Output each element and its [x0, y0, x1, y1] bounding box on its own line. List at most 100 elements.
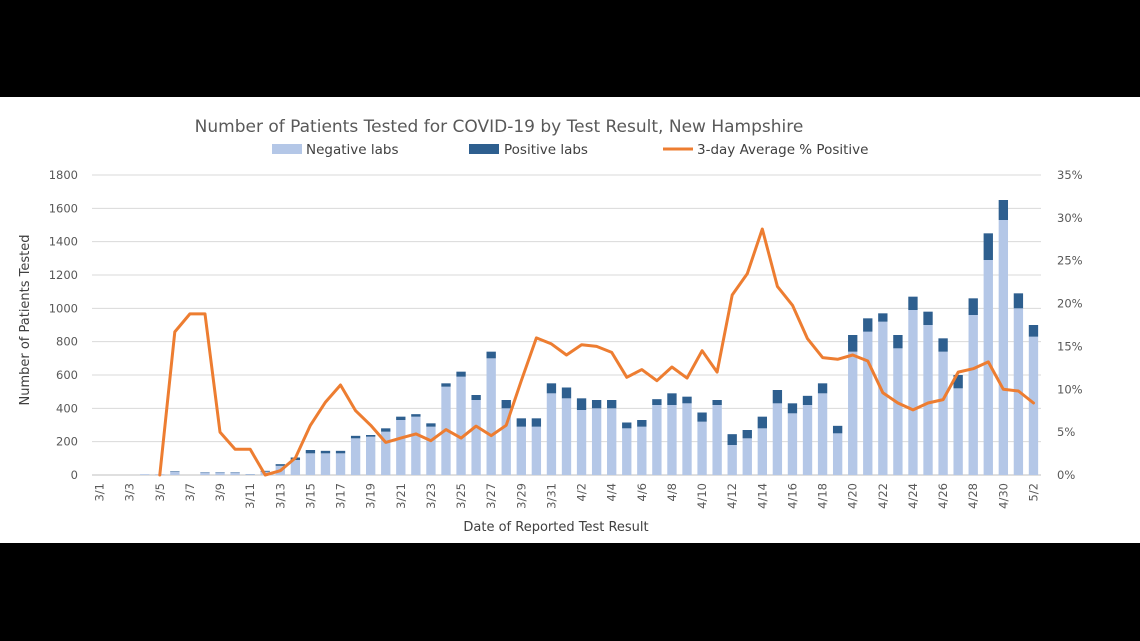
x-tick-label: 3/23: [424, 483, 438, 509]
bar-positive: [561, 387, 572, 399]
bar-negative: [622, 428, 632, 475]
x-tick-label: 3/1: [93, 483, 107, 502]
bar-positive: [411, 414, 421, 417]
bar-positive: [1013, 293, 1024, 309]
bar-negative: [576, 410, 587, 475]
bar-negative: [546, 393, 557, 475]
bar-positive: [953, 375, 963, 389]
bar-positive: [652, 399, 662, 405]
y-tick-label: 1400: [49, 235, 78, 249]
bar-positive: [350, 435, 361, 439]
x-tick-label: 4/14: [755, 483, 769, 509]
x-tick-label: 4/2: [575, 483, 589, 502]
x-tick-label: 3/31: [544, 483, 558, 509]
y-axis-title: Number of Patients Tested: [18, 234, 33, 405]
bar-negative: [381, 431, 391, 475]
y2-tick-label: 20%: [1057, 297, 1083, 311]
x-tick-label: 5/2: [1027, 483, 1041, 502]
bar-negative: [817, 393, 828, 475]
bar-negative: [667, 405, 677, 475]
bar-positive: [727, 434, 737, 445]
bar-positive: [757, 416, 767, 429]
x-tick-label: 4/24: [906, 483, 920, 509]
bar-positive: [998, 200, 1009, 220]
bar-negative: [320, 453, 331, 475]
x-tick-label: 4/20: [846, 483, 860, 509]
average-line-layer: [158, 227, 1035, 477]
bar-negative: [516, 426, 526, 475]
x-tick-label: 3/11: [243, 483, 257, 509]
bar-negative: [878, 321, 888, 475]
bar-negative: [456, 376, 466, 475]
bar-positive: [923, 311, 933, 325]
bar-negative: [953, 388, 963, 475]
bar-positive: [712, 400, 722, 405]
average-line: [158, 227, 1035, 477]
x-tick-label: 3/15: [303, 483, 317, 509]
y-tick-label: 1200: [49, 268, 78, 282]
legend-label-negative: Negative labs: [306, 142, 399, 158]
bar-negative: [411, 416, 421, 475]
x-tick-label: 4/16: [786, 483, 800, 509]
bar-negative: [350, 438, 361, 475]
bar-positive: [170, 471, 180, 472]
bar-negative: [637, 426, 647, 475]
bar-negative: [863, 331, 873, 475]
bar-negative: [938, 351, 948, 475]
x-tick-label: 4/30: [996, 483, 1010, 509]
y-tick-label: 600: [56, 368, 78, 382]
chart-title: Number of Patients Tested for COVID-19 b…: [195, 117, 804, 137]
bar-negative: [591, 408, 602, 475]
bar-negative: [757, 428, 767, 475]
y-tick-label: 800: [56, 335, 78, 349]
bar-negative: [230, 472, 240, 475]
bar-positive: [938, 338, 948, 352]
bar-positive: [260, 470, 270, 472]
bar-positive: [426, 423, 436, 427]
chart-panel: Number of Patients Tested for COVID-19 b…: [0, 97, 1140, 543]
x-tick-label: 4/18: [816, 483, 830, 509]
bar-negative: [561, 398, 572, 475]
bar-negative: [305, 453, 316, 475]
y-tick-label: 1000: [49, 301, 78, 315]
legend-swatch-negative: [272, 144, 302, 154]
legend: Negative labs Positive labs 3-day Averag…: [272, 142, 868, 158]
x-tick-label: 4/8: [665, 483, 679, 502]
bar-positive: [1028, 325, 1039, 337]
bar-positive: [983, 233, 993, 260]
bar-positive: [682, 396, 692, 404]
bar-positive: [968, 298, 978, 315]
bar-positive: [441, 383, 451, 387]
bar-negative: [170, 471, 180, 475]
bar-negative: [968, 315, 978, 475]
bar-positive: [381, 428, 391, 432]
bar-positive: [366, 435, 376, 437]
bar-positive: [863, 318, 873, 332]
bar-positive: [275, 464, 285, 466]
y2-tick-label: 25%: [1057, 254, 1083, 268]
y2-axis-ticks: 0% 5% 10% 15% 20% 25% 30% 35%: [1057, 168, 1083, 482]
bar-positive: [516, 418, 526, 427]
bar-positive: [501, 400, 511, 409]
x-tick-label: 4/28: [966, 483, 980, 509]
y-tick-label: 0: [71, 468, 78, 482]
y-tick-label: 200: [56, 435, 78, 449]
bar-negative: [215, 472, 225, 475]
bar-negative: [998, 220, 1009, 475]
y2-tick-label: 30%: [1057, 211, 1083, 225]
bar-negative: [486, 358, 496, 475]
y-tick-label: 400: [56, 401, 78, 415]
bar-positive: [848, 335, 858, 352]
bar-positive: [396, 416, 406, 420]
bar-negative: [682, 403, 692, 475]
bar-negative: [983, 260, 993, 475]
x-tick-label: 4/22: [876, 483, 890, 509]
bar-positive: [622, 422, 632, 429]
x-tick-label: 3/13: [273, 483, 287, 509]
y2-tick-label: 0%: [1057, 468, 1075, 482]
bar-negative: [366, 436, 376, 475]
legend-label-average: 3-day Average % Positive: [697, 142, 868, 158]
bar-positive: [637, 420, 647, 427]
bar-negative: [923, 325, 933, 475]
legend-label-positive: Positive labs: [504, 142, 588, 158]
